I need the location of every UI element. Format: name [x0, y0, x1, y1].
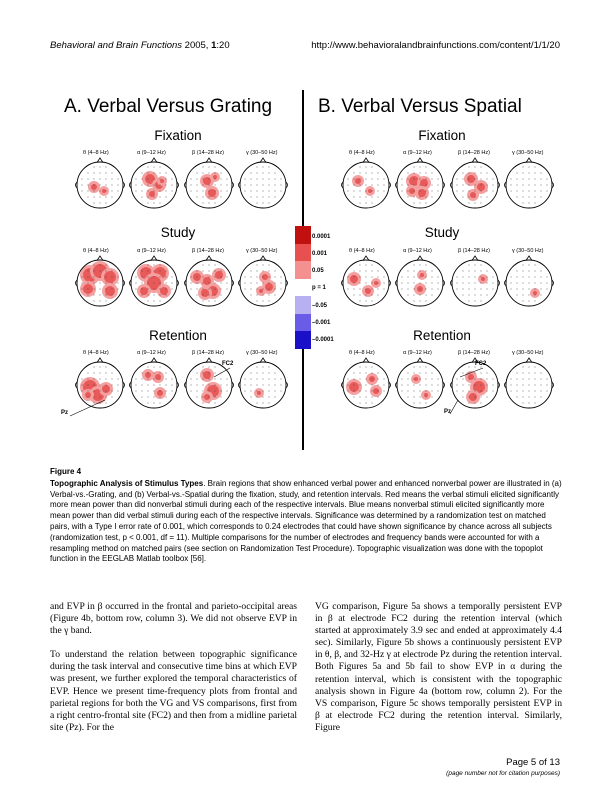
- band-label: θ (4–8 Hz): [83, 150, 109, 156]
- topoplot-head: [75, 357, 125, 409]
- topoplot-head: [129, 255, 179, 307]
- band-label: α (9–12 Hz): [137, 248, 166, 254]
- band-label: θ (4–8 Hz): [349, 248, 375, 254]
- cond-retention-a: Retention: [149, 328, 207, 343]
- cond-study-b: Study: [424, 225, 460, 240]
- band-label: α (9–12 Hz): [137, 150, 166, 156]
- topoplot-head: [129, 157, 179, 209]
- topoplot-head: [184, 255, 234, 307]
- band-label: θ (4–8 Hz): [83, 248, 109, 254]
- panel-a-title: A. Verbal Versus Grating: [64, 96, 273, 117]
- legend-label: 0.0001: [312, 234, 331, 240]
- topoplot-head: [184, 157, 234, 209]
- site-label-fc2-a: FC2: [222, 361, 234, 367]
- band-label: β (14–28 Hz): [192, 150, 224, 156]
- legend-label: –0.001: [312, 319, 331, 326]
- topoplot-head: [395, 157, 445, 209]
- band-label: γ (30–50 Hz): [246, 248, 278, 254]
- site-label-pz-b: Pz: [444, 409, 452, 415]
- topoplot-head: [450, 357, 500, 409]
- band-label: β (14–28 Hz): [458, 350, 490, 356]
- band-label: γ (30–50 Hz): [246, 150, 278, 156]
- journal-url[interactable]: http://www.behavioralandbrainfunctions.c…: [311, 40, 560, 51]
- running-header-citation: Behavioral and Brain Functions 2005, 1:2…: [50, 40, 230, 51]
- figure-label: Figure 4: [50, 467, 82, 476]
- band-label: β (14–28 Hz): [192, 350, 224, 356]
- band-label: α (9–12 Hz): [403, 150, 432, 156]
- topoplot-head: [450, 255, 500, 307]
- topoplot-head: [238, 357, 288, 409]
- panel-b-title: B. Verbal Versus Spatial: [318, 96, 522, 117]
- caption-title: Topographic Analysis of Stimulus Types: [50, 478, 204, 488]
- band-label: θ (4–8 Hz): [83, 350, 109, 356]
- topoplot-head: [450, 157, 500, 209]
- legend-swatch: [295, 331, 311, 349]
- topoplot-head: [238, 157, 288, 209]
- cond-fixation-a: Fixation: [154, 128, 202, 143]
- topoplot-head: [341, 255, 391, 307]
- legend-swatch: [295, 313, 311, 331]
- band-label: γ (30–50 Hz): [512, 150, 544, 156]
- topoplot-head: [75, 255, 125, 307]
- caption-text: . Brain regions that show enhanced verba…: [50, 478, 562, 564]
- page-number-note: (page number not for citation purposes): [446, 770, 560, 777]
- topoplot-head: [504, 357, 554, 409]
- site-label-fc2-b: FC2: [475, 361, 487, 367]
- figure-caption: Figure 4 Topographic Analysis of Stimulu…: [50, 467, 562, 565]
- band-label: β (14–28 Hz): [192, 248, 224, 254]
- body-column-right: VG comparison, Figure 5a shows a tempora…: [315, 601, 562, 746]
- topoplot-head: [341, 157, 391, 209]
- topoplot-head: [184, 357, 234, 409]
- page-number: Page 5 of 13: [506, 757, 560, 768]
- band-label: β (14–28 Hz): [458, 150, 490, 156]
- figure-4: A. Verbal Versus Grating B. Verbal Versu…: [50, 88, 562, 458]
- legend-swatch: [295, 296, 311, 314]
- legend-label: –0.0001: [312, 336, 334, 343]
- article-number: :20: [216, 40, 230, 51]
- topoplot-head: [129, 357, 179, 409]
- band-label: γ (30–50 Hz): [512, 350, 544, 356]
- band-label: α (9–12 Hz): [403, 248, 432, 254]
- topoplot-head: [504, 255, 554, 307]
- band-label: γ (30–50 Hz): [512, 248, 544, 254]
- band-label: β (14–28 Hz): [458, 248, 490, 254]
- cond-retention-b: Retention: [413, 328, 471, 343]
- topoplot-head: [238, 255, 288, 307]
- legend-label: –0.05: [312, 302, 328, 309]
- band-label: θ (4–8 Hz): [349, 150, 375, 156]
- topoplot-grid: [69, 157, 554, 417]
- band-label: θ (4–8 Hz): [349, 350, 375, 356]
- journal-volume: 1: [211, 40, 217, 51]
- legend-label: p = 1: [312, 285, 326, 292]
- legend-swatch: [295, 261, 311, 279]
- legend-swatch: [295, 226, 311, 244]
- topoplot-head: [395, 357, 445, 409]
- topoplot-head: [395, 255, 445, 307]
- topoplot-head: [75, 157, 125, 209]
- site-label-pz-a: Pz: [61, 410, 69, 416]
- topoplot-head: [341, 357, 391, 409]
- journal-year: 2005,: [184, 40, 212, 51]
- band-label: α (9–12 Hz): [137, 350, 166, 356]
- legend-label: 0.05: [312, 268, 324, 275]
- journal-name: Behavioral and Brain Functions: [50, 40, 183, 51]
- band-label: γ (30–50 Hz): [246, 350, 278, 356]
- cond-fixation-b: Fixation: [418, 128, 466, 143]
- site-pointer-line: [213, 367, 231, 378]
- cond-study-a: Study: [160, 225, 196, 240]
- site-pointer-line: [69, 399, 106, 417]
- site-pointer-line: [459, 367, 484, 378]
- legend-swatch: [295, 278, 311, 296]
- paragraph: VG comparison, Figure 5a shows a tempora…: [315, 601, 562, 733]
- legend-label: 0.001: [312, 251, 328, 258]
- paragraph: and EVP in β occurred in the frontal and…: [50, 601, 297, 637]
- band-label: α (9–12 Hz): [403, 350, 432, 356]
- legend-swatch: [295, 243, 311, 261]
- body-column-left: and EVP in β occurred in the frontal and…: [50, 601, 297, 746]
- topoplot-head: [504, 157, 554, 209]
- paragraph: To understand the relation between topog…: [50, 649, 297, 733]
- site-pointer-line: [449, 399, 459, 415]
